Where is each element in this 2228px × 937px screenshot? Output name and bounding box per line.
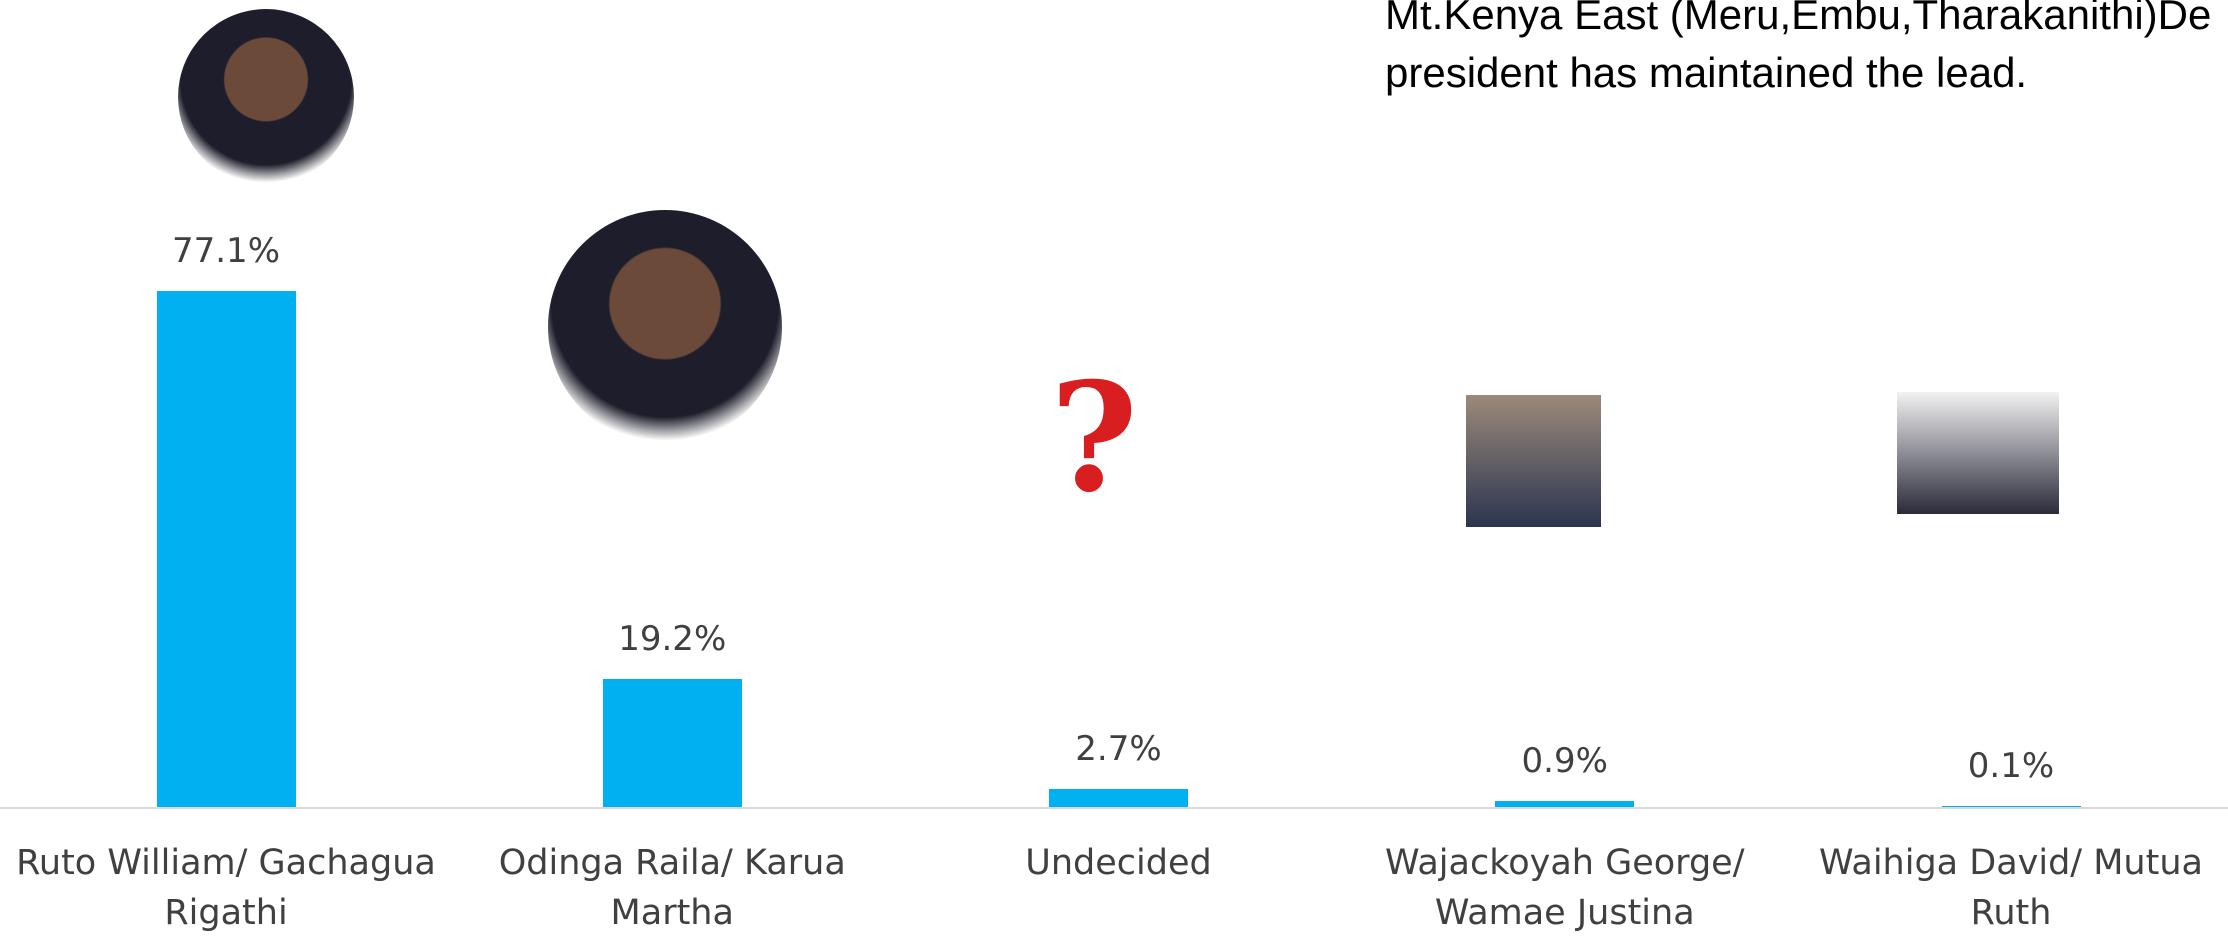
x-tick-label: Wajackoyah George/ Wamae Justina bbox=[1345, 838, 1785, 937]
candidate-photo bbox=[1466, 395, 1601, 527]
x-tick-label: Waihiga David/ Mutua Ruth bbox=[1791, 838, 2228, 937]
question-icon: ? bbox=[1050, 350, 1138, 526]
x-tick-label: Ruto William/ Gachagua Rigathi bbox=[6, 838, 446, 937]
candidate-photo bbox=[1897, 392, 2059, 514]
data-label: 0.9% bbox=[1415, 741, 1715, 781]
data-label: 77.1% bbox=[76, 231, 376, 271]
bar bbox=[157, 291, 296, 807]
x-tick-label: Odinga Raila/ Karua Martha bbox=[452, 838, 892, 937]
data-label: 2.7% bbox=[969, 729, 1269, 769]
bar bbox=[1049, 789, 1188, 807]
chart: Mt.Kenya East (Meru,Embu,Tharakanithi)De… bbox=[0, 0, 2228, 937]
bar bbox=[603, 679, 742, 807]
bar bbox=[1942, 806, 2081, 807]
annotation: Mt.Kenya East (Meru,Embu,Tharakanithi)De… bbox=[1385, 0, 2211, 102]
x-axis bbox=[0, 807, 2228, 809]
x-tick-label: Undecided bbox=[899, 838, 1339, 888]
bar bbox=[1495, 801, 1634, 807]
annotation-line: president has maintained the lead. bbox=[1385, 44, 2211, 102]
annotation-line: Mt.Kenya East (Meru,Embu,Tharakanithi)De bbox=[1385, 0, 2211, 44]
candidate-photo bbox=[178, 9, 354, 185]
data-label: 0.1% bbox=[1861, 746, 2161, 786]
candidate-photo bbox=[548, 210, 782, 444]
data-label: 19.2% bbox=[522, 619, 822, 659]
